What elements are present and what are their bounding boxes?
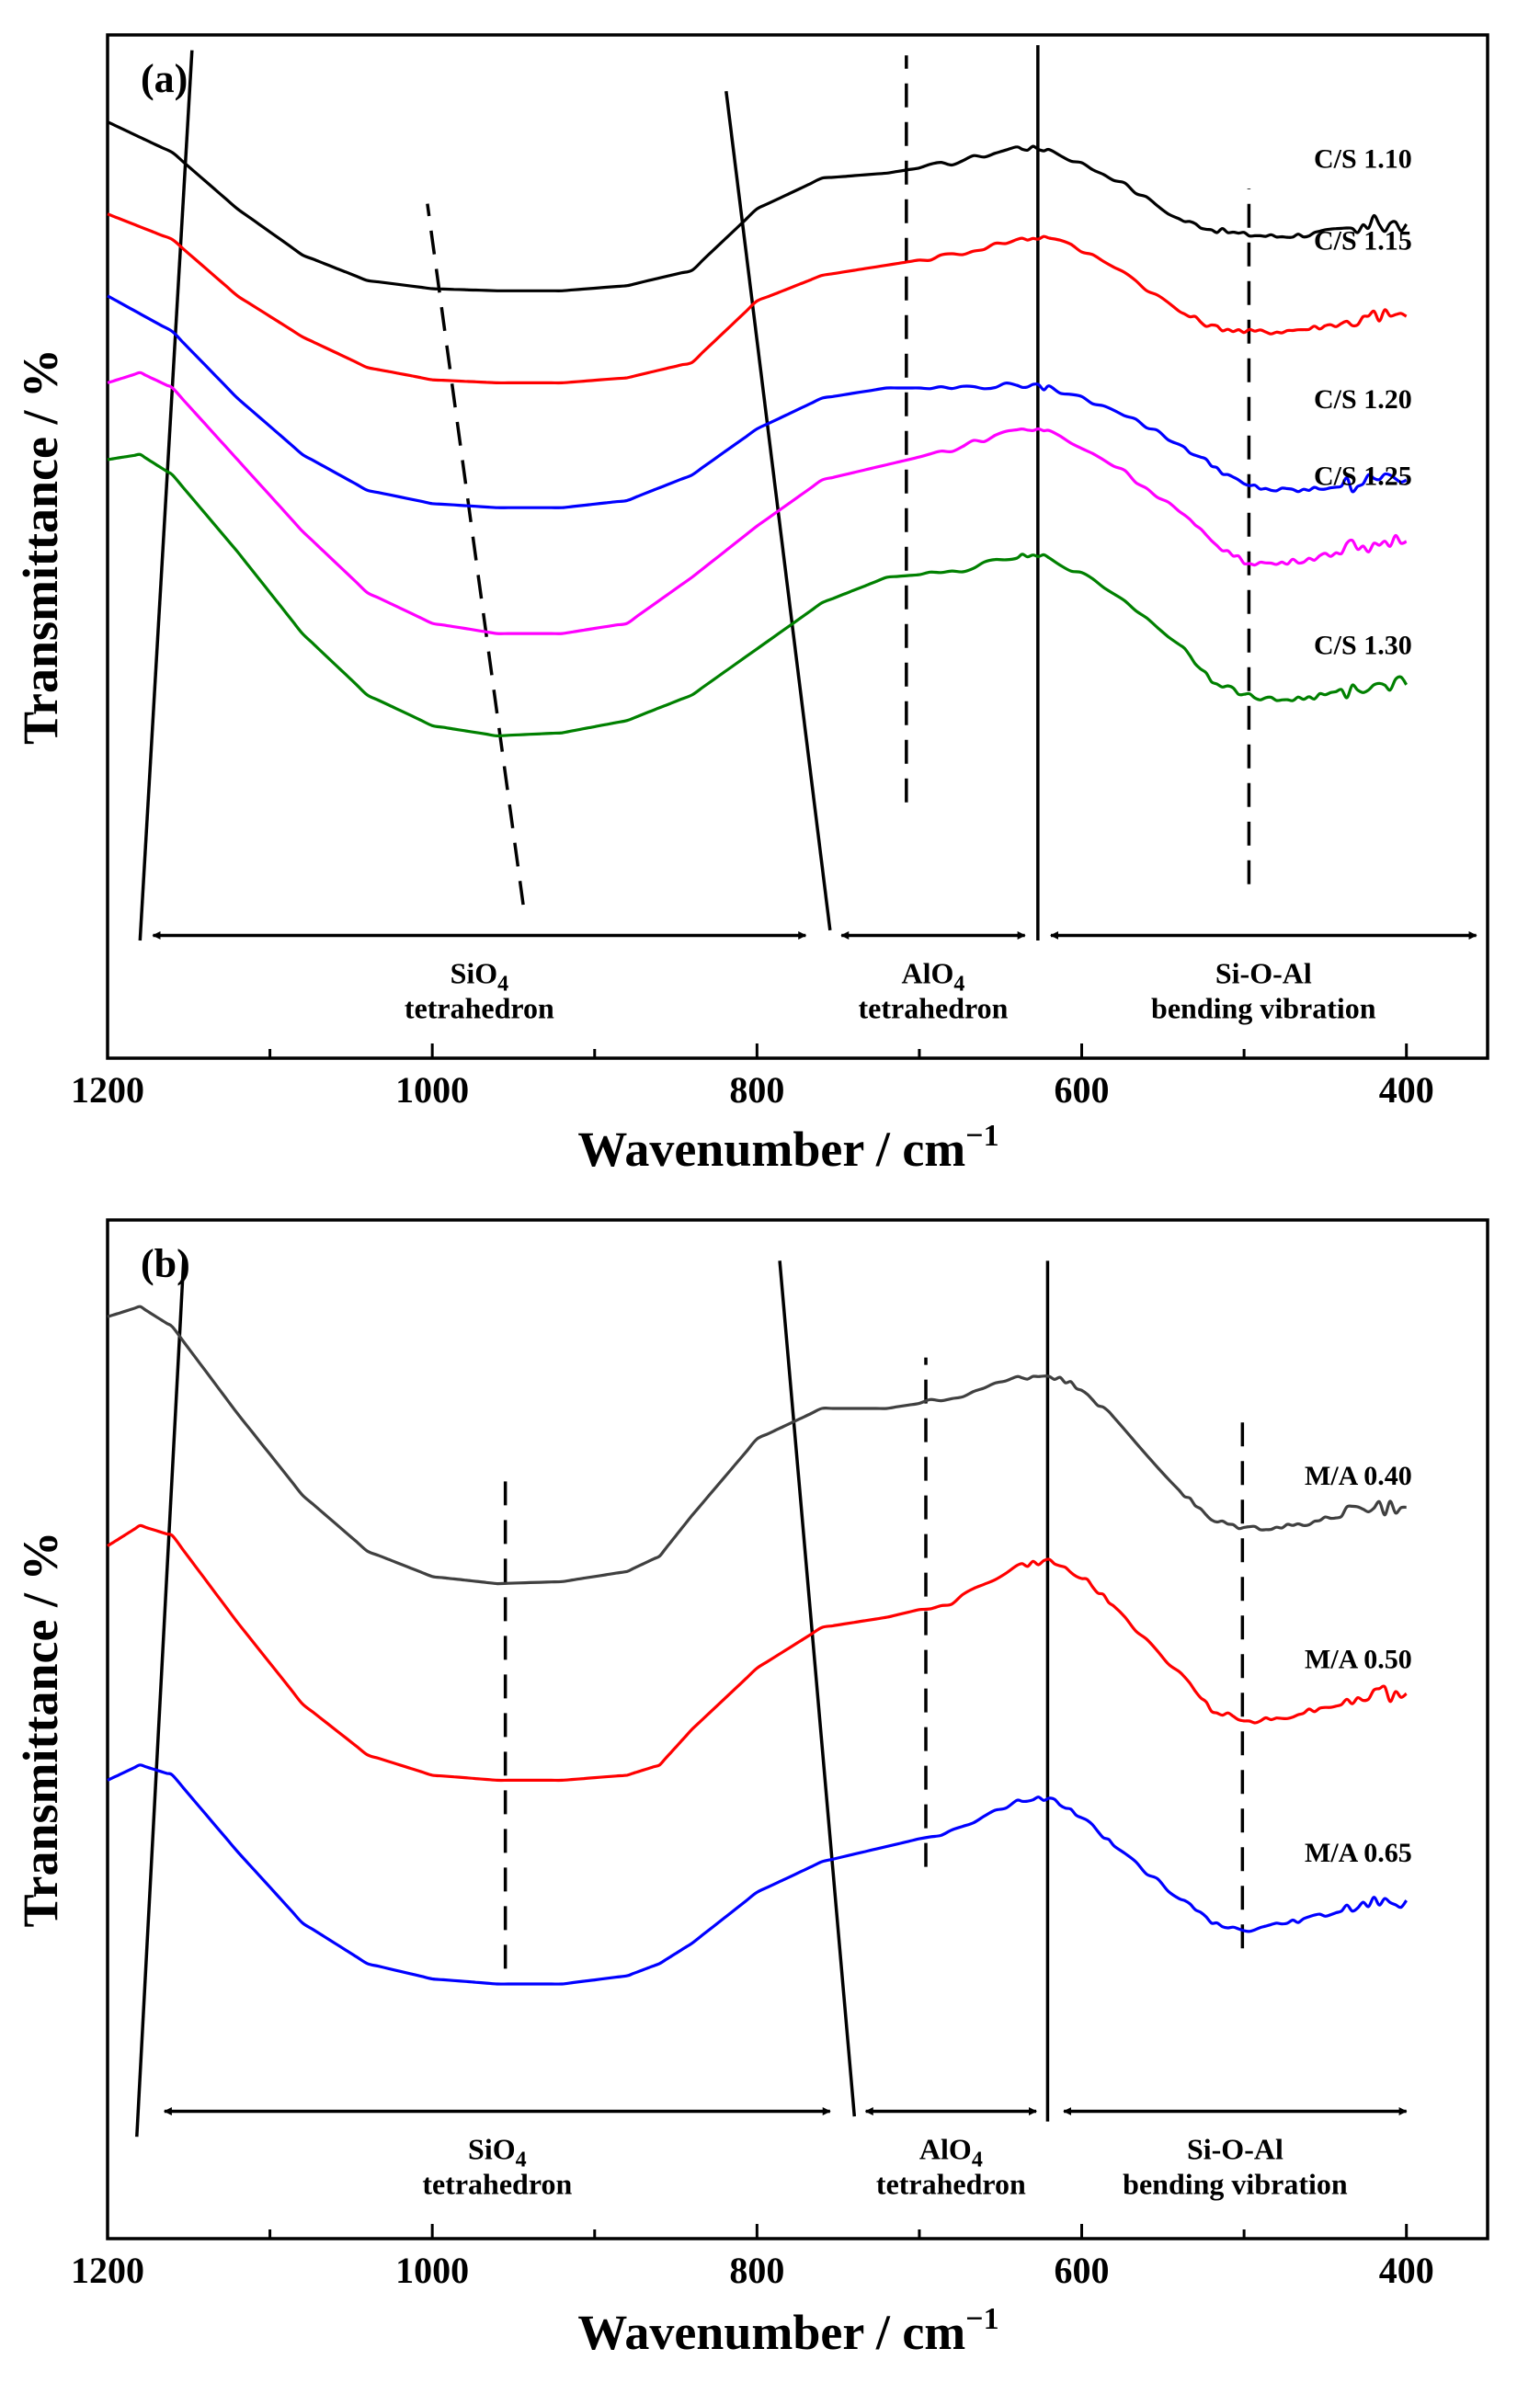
series-label-m-a-0-65: M/A 0.65	[1305, 1838, 1412, 1868]
x-tick-label: 800	[729, 1069, 784, 1111]
series-label-c-s-1-20: C/S 1.20	[1314, 384, 1412, 415]
dashed-guide-line	[426, 203, 525, 906]
x-axis-title-superscript: −1	[965, 2302, 998, 2336]
region-label-line2: tetrahedron	[422, 2168, 572, 2201]
region-label-line2: bending vibration	[1151, 991, 1376, 1024]
region-label-line1: AlO4	[902, 956, 965, 996]
region-label-line2: tetrahedron	[858, 991, 1008, 1024]
region-label-subscript: 4	[516, 2149, 527, 2172]
series-label-c-s-1-25: C/S 1.25	[1314, 462, 1412, 492]
series-line-m-a-0-40	[107, 1305, 1407, 1586]
series-line-c-s-1-30	[107, 452, 1409, 738]
x-axis-title-text: Wavenumber / cm	[577, 1122, 965, 1177]
y-axis-title: Transmittance / %	[13, 348, 68, 745]
x-tick-label: 1200	[71, 2250, 144, 2291]
x-tick-label: 1000	[395, 1069, 469, 1111]
region-label-line2: tetrahedron	[876, 2168, 1026, 2201]
region-label-main: SiO	[451, 956, 498, 989]
region-label-main: SiO	[468, 2133, 516, 2166]
region-label-subscript: 4	[953, 972, 964, 996]
region-label-line1: SiO4	[451, 956, 509, 996]
region-label-line2: tetrahedron	[405, 991, 554, 1024]
series-line-m-a-0-65	[107, 1763, 1409, 1986]
panel-label: (a)	[141, 56, 188, 101]
x-tick-label: 800	[729, 2250, 784, 2291]
series-line-c-s-1-25	[107, 370, 1408, 635]
solid-guide-line	[778, 1260, 857, 2117]
x-axis-title: Wavenumber / cm−1	[577, 1119, 998, 1177]
series-label-m-a-0-50: M/A 0.50	[1305, 1645, 1412, 1675]
x-tick-label: 600	[1055, 2250, 1110, 2291]
region-label-main: AlO	[919, 2133, 972, 2166]
region-label-main: Si-O-Al	[1215, 956, 1312, 989]
panel-a: 1200 1000 800 600 400 Wavenumber / cm−1 Transm…	[13, 33, 1489, 1177]
x-axis-title: Wavenumber / cm−1	[577, 2302, 998, 2360]
series-label-c-s-1-30: C/S 1.30	[1314, 630, 1412, 660]
series-label-c-s-1-15: C/S 1.15	[1314, 226, 1412, 256]
series-label-c-s-1-10: C/S 1.10	[1314, 144, 1412, 175]
region-label-line1: SiO4	[468, 2133, 527, 2172]
x-axis-ticks	[106, 1043, 1409, 1058]
region-label-main: AlO	[902, 956, 954, 989]
solid-guide-line	[135, 1255, 186, 2138]
x-axis-ticks	[106, 2224, 1409, 2239]
region-label-subscript: 4	[497, 972, 508, 996]
x-tick-label: 1000	[395, 2250, 469, 2291]
x-tick-label: 600	[1055, 1069, 1110, 1111]
series-label-m-a-0-40: M/A 0.40	[1305, 1461, 1412, 1491]
x-tick-label: 400	[1379, 1069, 1434, 1111]
series-line-c-s-1-10	[107, 120, 1409, 292]
region-label-line2: bending vibration	[1123, 2168, 1348, 2201]
x-axis-title-text: Wavenumber / cm	[577, 2305, 965, 2360]
panel-b: 1200 1000 800 600 400 Wavenumber / cm−1 Transm…	[13, 1218, 1489, 2360]
series-line-c-s-1-15	[107, 212, 1408, 385]
x-tick-label: 1200	[71, 1069, 144, 1111]
region-label-line1: Si-O-Al	[1215, 956, 1312, 989]
solid-guide-line	[138, 50, 194, 941]
series-line-m-a-0-50	[107, 1523, 1408, 1783]
plot-frame	[106, 33, 1489, 1060]
region-label-line1: AlO4	[919, 2133, 983, 2172]
region-label-line1: Si-O-Al	[1187, 2133, 1283, 2166]
y-axis-title: Transmittance / %	[13, 1532, 68, 1928]
plot-frame	[106, 1218, 1489, 2240]
x-axis-title-superscript: −1	[965, 1119, 998, 1153]
region-label-subscript: 4	[972, 2149, 983, 2172]
region-label-main: Si-O-Al	[1187, 2133, 1283, 2166]
x-tick-label: 400	[1379, 2250, 1434, 2291]
series-line-c-s-1-20	[107, 294, 1408, 509]
